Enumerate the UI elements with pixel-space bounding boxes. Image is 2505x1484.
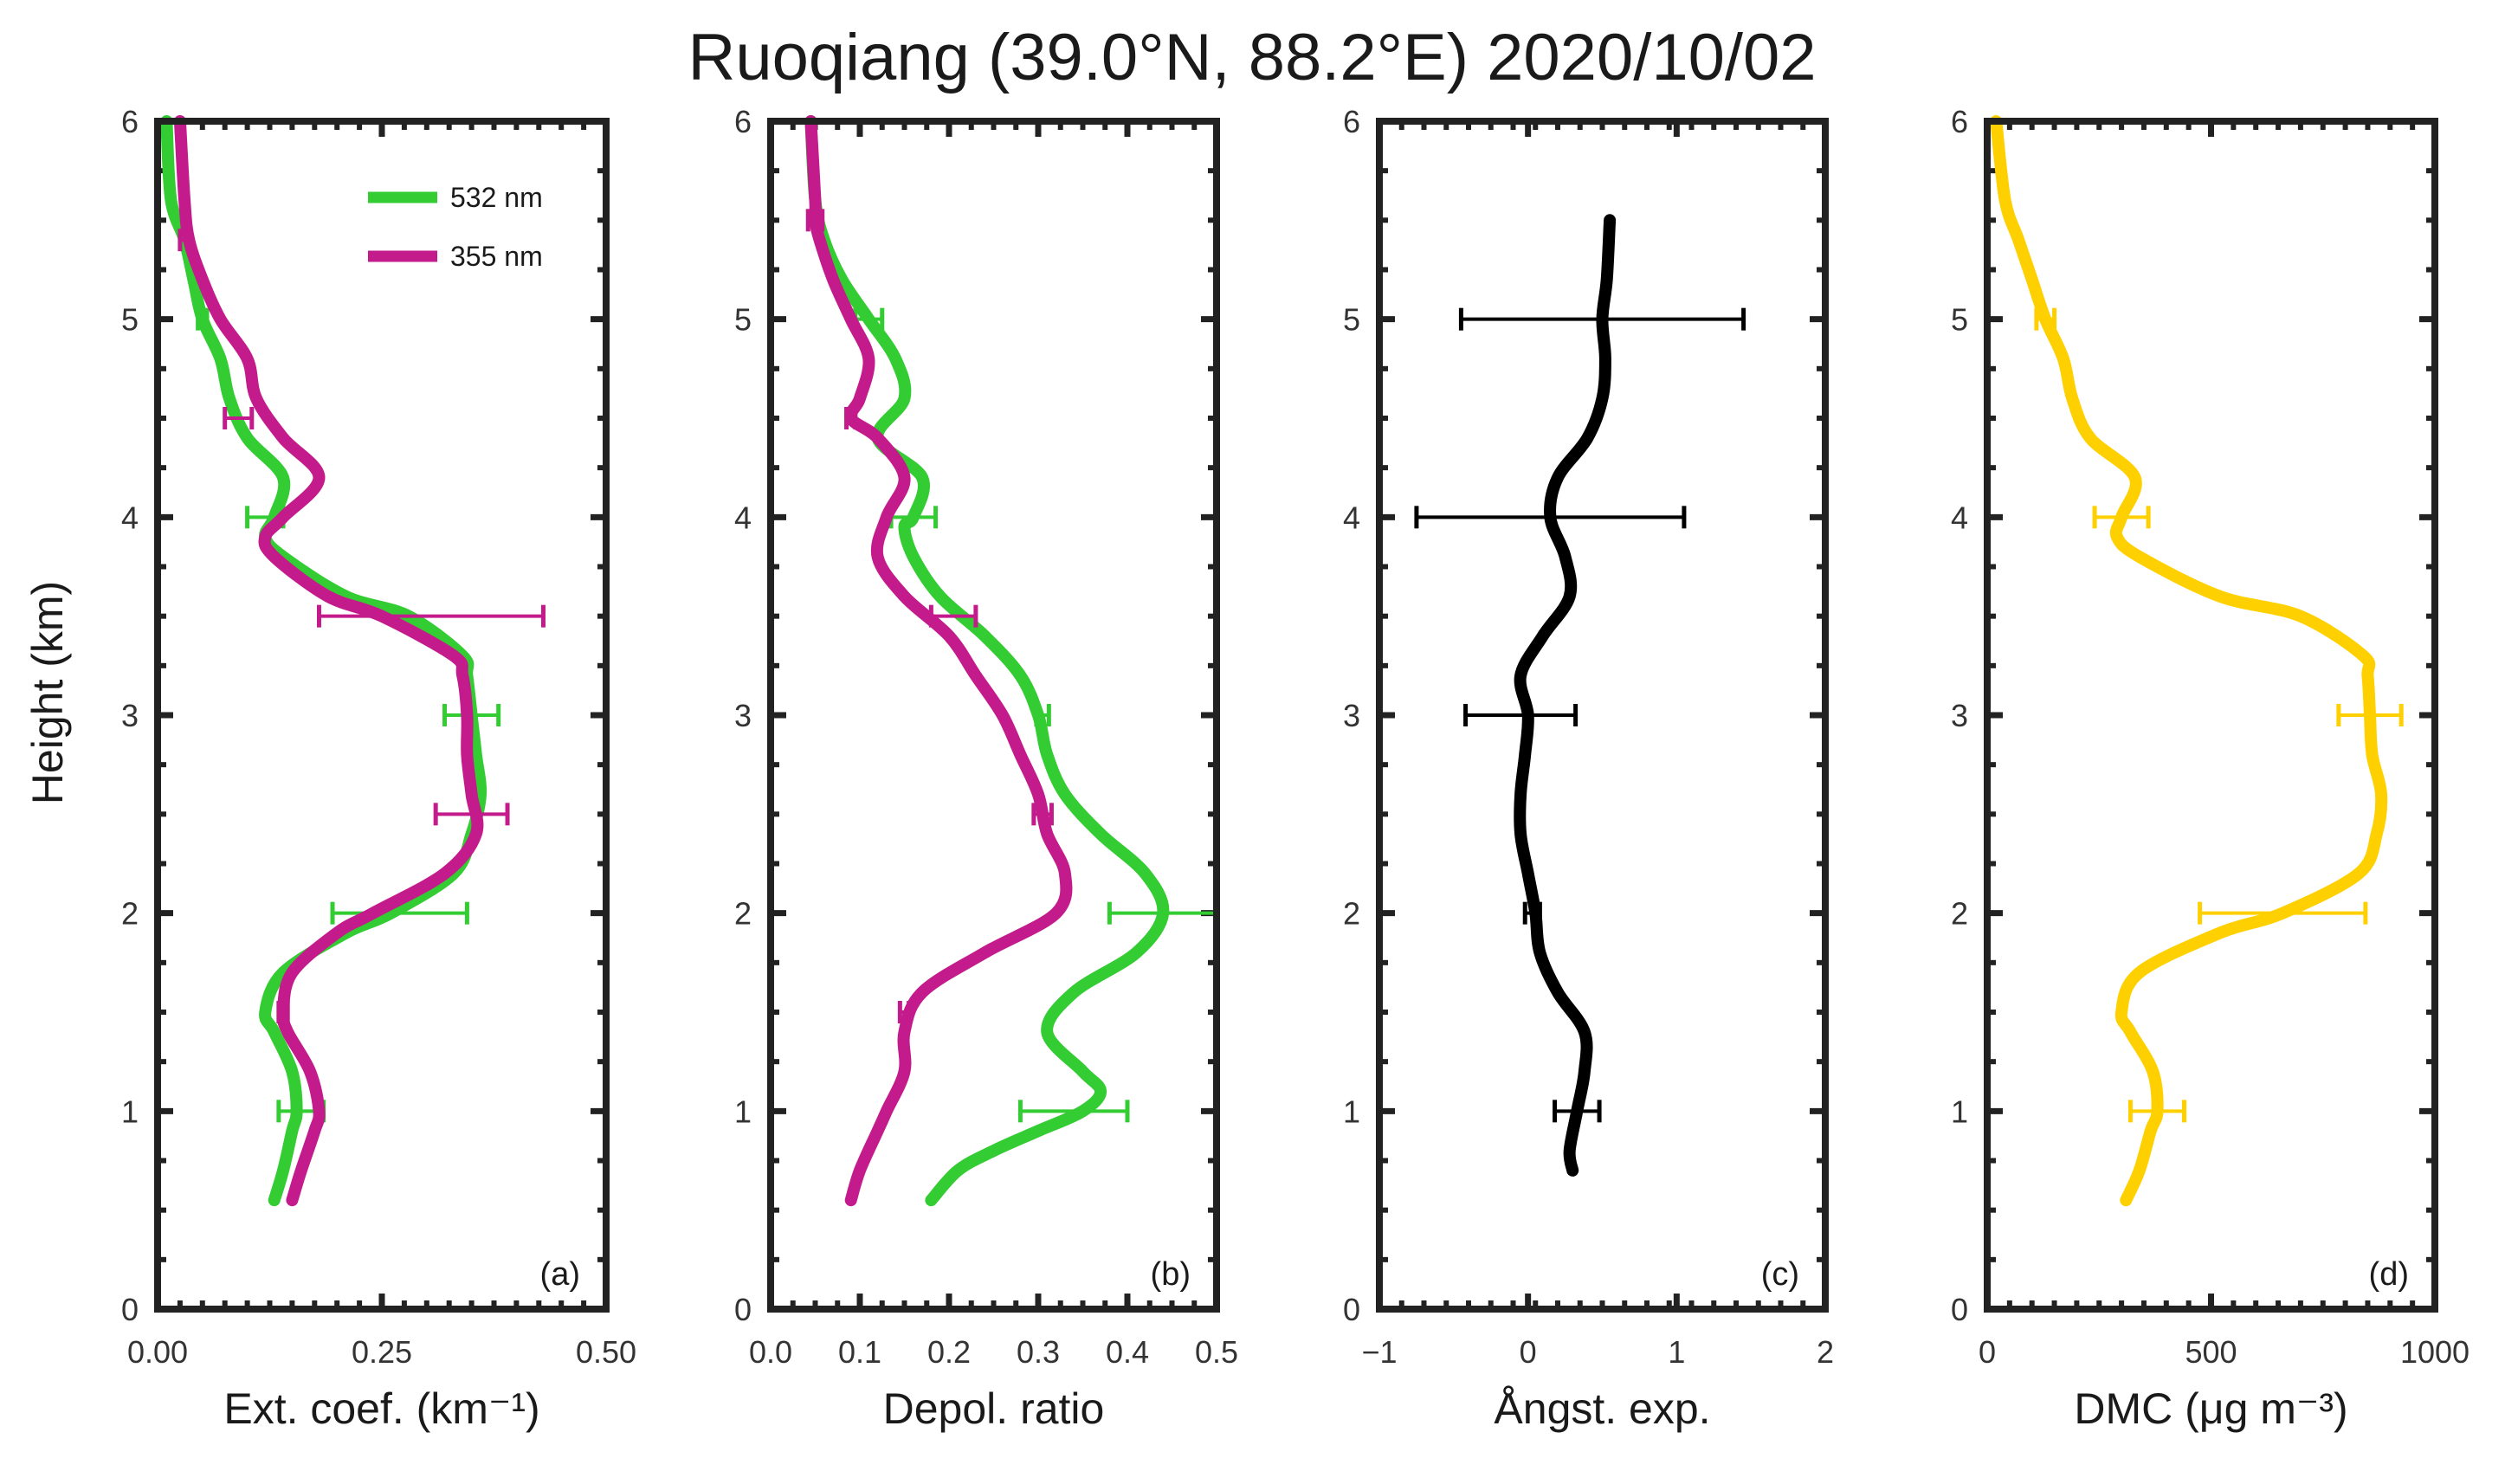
y-tick-label: 6 <box>1343 104 1360 139</box>
x-tick-label: 0.2 <box>927 1334 971 1370</box>
y-tick-label: 3 <box>1951 698 1968 733</box>
errorbar <box>2092 506 2151 529</box>
x-tick-label: 0.1 <box>838 1334 881 1370</box>
y-axis-label: Height (km) <box>23 581 72 804</box>
errorbar <box>897 1001 912 1023</box>
errorbar <box>316 604 546 628</box>
errorbar <box>1414 506 1687 529</box>
errorbar <box>2034 307 2057 331</box>
y-tick-label: 0 <box>1951 1292 1968 1327</box>
y-tick-label: 0 <box>1343 1292 1360 1327</box>
errorbar <box>178 229 191 252</box>
series-line-3-0 <box>1990 115 2388 1207</box>
errorbar <box>805 209 825 232</box>
y-tick-label: 2 <box>1951 896 1968 932</box>
legend-label: 355 nm <box>450 241 543 272</box>
errorbar <box>223 407 255 429</box>
panel-label: (b) <box>1151 1256 1191 1293</box>
series-line-1-0 <box>804 115 1170 1207</box>
x-tick-label: 0 <box>1520 1334 1537 1370</box>
x-tick-label: 0.4 <box>1106 1334 1149 1370</box>
y-tick-label: 5 <box>734 302 752 338</box>
x-tick-label: 0.3 <box>1017 1334 1060 1370</box>
x-tick-label: 0.0 <box>749 1334 792 1370</box>
panel-b-depolarization: 0 1 2 3 4 5 6 0.0 0.1 0.2 0.3 0.4 0.5 Depol. ratio (b) <box>734 104 1238 1433</box>
y-tick-label: 1 <box>734 1094 752 1129</box>
y-tick-label: 5 <box>1951 302 1968 338</box>
errorbar <box>2336 704 2404 726</box>
errorbar <box>196 307 210 331</box>
y-tick-label: 3 <box>734 698 752 733</box>
errorbar <box>928 604 978 628</box>
errorbar <box>1553 1100 1602 1123</box>
panel-label: (c) <box>1761 1256 1799 1293</box>
y-tick-label: 4 <box>121 500 139 535</box>
series-line-0-1 <box>173 115 484 1207</box>
errorbar <box>1522 901 1542 925</box>
x-tick-label: 500 <box>2185 1334 2237 1370</box>
x-tick-label: 0 <box>1979 1334 1996 1370</box>
x-axis-label: DMC (μg m⁻³) <box>2074 1384 2347 1433</box>
y-tick-label: 0 <box>121 1292 139 1327</box>
x-tick-label: −1 <box>1361 1334 1397 1370</box>
x-tick-label: 0.25 <box>352 1334 412 1370</box>
y-tick-label: 4 <box>1343 500 1360 535</box>
x-tick-label: 1 <box>1668 1334 1685 1370</box>
plot-frame <box>1984 118 2438 1313</box>
plot-frame <box>154 118 610 1313</box>
errorbar <box>1463 704 1579 726</box>
x-tick-label: 1000 <box>2400 1334 2469 1370</box>
x-axis-label: Ext. coef. (km⁻¹) <box>223 1384 539 1433</box>
y-tick-label: 0 <box>734 1292 752 1327</box>
x-tick-label: 2 <box>1817 1334 1834 1370</box>
x-tick-label: 0.5 <box>1195 1334 1238 1370</box>
x-tick-label: 0.00 <box>127 1334 188 1370</box>
errorbar <box>330 901 469 925</box>
y-tick-label: 5 <box>1343 302 1360 338</box>
plot-frame <box>767 118 1220 1313</box>
y-tick-label: 5 <box>121 302 139 338</box>
plot-frame <box>1376 118 1829 1313</box>
errorbar <box>1017 1100 1130 1123</box>
y-tick-label: 1 <box>1951 1094 1968 1129</box>
x-axis-label: Depol. ratio <box>883 1384 1105 1433</box>
panel-d-dmc: 0 1 2 3 4 5 6 0 500 1000 DMC (μg m⁻³) (d) <box>1951 104 2469 1433</box>
y-tick-label: 2 <box>121 896 139 932</box>
y-tick-label: 6 <box>1951 104 1968 139</box>
errorbar <box>2198 901 2368 925</box>
y-tick-label: 3 <box>121 698 139 733</box>
chart-title: Ruoqiang (39.0°N, 88.2°E) 2020/10/02 <box>688 21 1816 94</box>
series-line-1-1 <box>804 115 1073 1207</box>
x-tick-label: 0.50 <box>576 1334 636 1370</box>
errorbar <box>1458 307 1746 331</box>
panel-a-extinction: 0 1 2 3 4 5 6 0.00 0.25 0.50 Ext. coef. (km⁻¹) (a) 5… <box>121 104 636 1433</box>
errorbar <box>433 803 510 826</box>
y-tick-label: 3 <box>1343 698 1360 733</box>
series-line-0-0 <box>160 115 487 1207</box>
errorbar <box>1034 704 1051 726</box>
y-tick-label: 2 <box>734 896 752 932</box>
legend-label: 532 nm <box>450 182 543 213</box>
panel-label: (d) <box>2369 1256 2409 1293</box>
errorbar <box>844 407 858 429</box>
y-tick-label: 1 <box>121 1094 139 1129</box>
y-tick-label: 4 <box>1951 500 1968 535</box>
y-tick-label: 1 <box>1343 1094 1360 1129</box>
y-tick-label: 2 <box>1343 896 1360 932</box>
errorbar <box>1031 803 1054 826</box>
legend: 532 nm 355 nm <box>368 182 543 272</box>
y-tick-label: 6 <box>121 104 139 139</box>
x-axis-label: Ångst. exp. <box>1494 1384 1710 1433</box>
errorbar <box>276 1001 290 1023</box>
y-tick-label: 6 <box>734 104 752 139</box>
errorbar <box>2127 1100 2186 1123</box>
y-tick-label: 4 <box>734 500 752 535</box>
panel-label: (a) <box>540 1256 580 1293</box>
series-line-2-0 <box>1514 214 1617 1177</box>
